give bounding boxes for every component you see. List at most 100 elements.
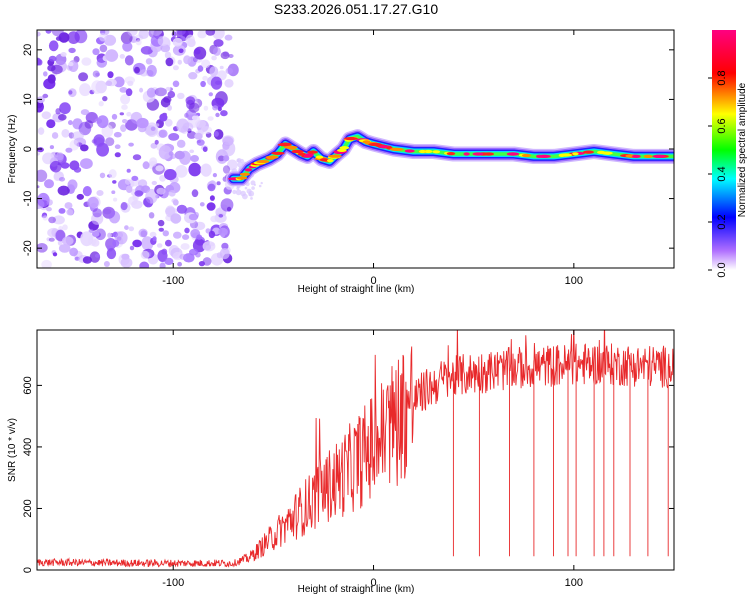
noise-blob bbox=[201, 59, 211, 69]
noise-blob bbox=[80, 158, 93, 170]
noise-blob bbox=[156, 187, 166, 195]
ridge-hotspot bbox=[297, 152, 307, 156]
noise-blob bbox=[80, 109, 90, 116]
noise-blob bbox=[42, 215, 48, 221]
noise-blob bbox=[37, 192, 50, 208]
noise-blob bbox=[81, 57, 92, 66]
ridge-hotspot bbox=[362, 140, 371, 144]
noise-blob bbox=[200, 163, 212, 177]
noise-blob bbox=[242, 193, 248, 200]
noise-blob bbox=[80, 144, 89, 152]
noise-blob bbox=[113, 197, 118, 202]
noise-blob bbox=[165, 86, 171, 91]
noise-blob bbox=[250, 180, 256, 186]
noise-blob bbox=[177, 92, 185, 100]
noise-blob bbox=[202, 257, 212, 266]
noise-blob bbox=[51, 64, 63, 75]
spectrogram-x-ticks: -100 0 100 bbox=[162, 30, 583, 287]
noise-blob bbox=[212, 46, 221, 56]
noise-blob bbox=[99, 44, 108, 53]
ridge-hotspot bbox=[597, 150, 606, 154]
ridge-hotspot bbox=[287, 146, 297, 150]
noise-blob bbox=[244, 186, 248, 190]
noise-blob bbox=[164, 257, 174, 265]
noise-blob bbox=[68, 47, 76, 54]
noise-blob bbox=[119, 87, 128, 93]
noise-blob bbox=[176, 118, 190, 133]
noise-blob bbox=[57, 240, 63, 246]
noise-blob bbox=[132, 154, 142, 161]
noise-blob bbox=[168, 133, 180, 141]
noise-blob bbox=[165, 57, 174, 67]
noise-blob bbox=[103, 261, 110, 267]
noise-blob bbox=[167, 90, 176, 99]
noise-blob bbox=[224, 79, 234, 88]
noise-blob bbox=[173, 231, 182, 239]
noise-blob bbox=[68, 61, 74, 67]
noise-blob bbox=[236, 158, 242, 163]
noise-blob bbox=[221, 242, 229, 250]
y-tick-label: 600 bbox=[22, 376, 34, 394]
noise-blob bbox=[114, 144, 121, 149]
noise-blob bbox=[157, 35, 169, 47]
colorbar-gradient bbox=[712, 30, 736, 270]
noise-blob bbox=[210, 76, 223, 90]
noise-blob bbox=[205, 228, 211, 234]
noise-blob bbox=[58, 114, 67, 121]
ridge-hotspot bbox=[279, 142, 292, 146]
x-tick-label: -100 bbox=[162, 577, 184, 589]
noise-blob bbox=[82, 256, 92, 264]
ridge-hotspot bbox=[271, 151, 285, 155]
noise-blob bbox=[197, 30, 207, 39]
noise-blob bbox=[156, 243, 163, 248]
ridge-hotspot bbox=[236, 176, 248, 180]
y-tick-label: 400 bbox=[22, 438, 34, 456]
noise-blob bbox=[222, 141, 236, 157]
noise-blob bbox=[191, 115, 198, 121]
noise-blob bbox=[112, 239, 120, 247]
noise-blob bbox=[51, 30, 64, 37]
noise-blob bbox=[180, 243, 190, 250]
colorbar-tick-label: 0.8 bbox=[716, 70, 728, 85]
noise-blob bbox=[62, 224, 68, 231]
noise-blob bbox=[248, 192, 252, 197]
noise-blob bbox=[165, 239, 172, 247]
noise-blob bbox=[205, 30, 216, 36]
noise-blob bbox=[158, 145, 172, 160]
noise-blob bbox=[139, 261, 150, 268]
noise-blob bbox=[235, 189, 242, 196]
noise-blob bbox=[211, 55, 217, 61]
noise-blob bbox=[157, 249, 168, 262]
snr-y-ticks: 0 200 400 600 bbox=[22, 376, 674, 573]
noise-blob bbox=[67, 179, 78, 191]
noise-blob bbox=[140, 250, 150, 260]
noise-blob bbox=[179, 150, 191, 165]
noise-blob bbox=[260, 181, 263, 185]
noise-blob bbox=[37, 152, 40, 156]
noise-blob bbox=[172, 80, 180, 88]
ridge-hotspot bbox=[521, 153, 531, 158]
noise-blob bbox=[122, 41, 133, 52]
snr-x-ticks: -100 0 100 bbox=[162, 330, 583, 589]
noise-blob bbox=[125, 178, 131, 185]
noise-blob bbox=[84, 120, 94, 129]
noise-blob bbox=[46, 199, 53, 206]
noise-blob bbox=[158, 129, 168, 138]
noise-blob bbox=[167, 105, 173, 111]
noise-blob bbox=[188, 213, 199, 221]
noise-blob bbox=[194, 48, 201, 55]
noise-blob bbox=[37, 31, 41, 37]
noise-blob bbox=[224, 34, 233, 41]
noise-blob bbox=[82, 186, 92, 197]
noise-blob bbox=[165, 205, 176, 218]
y-tick-label: 10 bbox=[22, 93, 34, 105]
ridge-hotspot bbox=[239, 172, 250, 176]
noise-blob bbox=[119, 112, 125, 116]
noise-blob bbox=[87, 196, 99, 209]
noise-blob bbox=[178, 48, 184, 54]
noise-blob bbox=[199, 202, 205, 207]
noise-blob bbox=[65, 147, 73, 153]
noise-blob bbox=[41, 259, 52, 268]
ridge-hotspot bbox=[327, 159, 334, 163]
noise-blob bbox=[219, 65, 224, 70]
